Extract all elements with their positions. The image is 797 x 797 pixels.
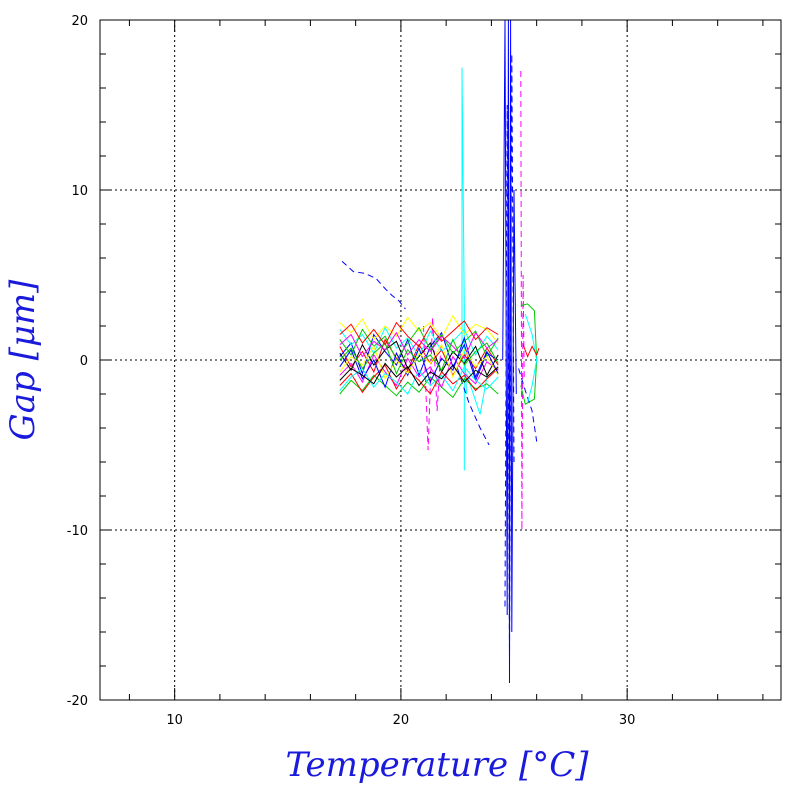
series-line xyxy=(504,53,515,658)
series-line xyxy=(339,336,499,389)
y-tick-label: 0 xyxy=(80,354,88,369)
series-line xyxy=(339,331,499,382)
x-axis-title: Temperature [°C] xyxy=(285,745,589,785)
series-line xyxy=(339,365,499,395)
y-tick-label: 10 xyxy=(71,184,88,199)
y-tick-label: -20 xyxy=(67,694,88,709)
series-line xyxy=(339,331,499,360)
plot-area xyxy=(339,20,540,684)
series-line xyxy=(339,326,499,362)
series-line xyxy=(339,362,499,387)
x-tick-label: 20 xyxy=(393,713,410,728)
series-line xyxy=(339,338,499,375)
series-line xyxy=(339,314,499,344)
series-line xyxy=(520,70,525,531)
x-tick-label: 10 xyxy=(166,713,183,728)
y-axis-title: Gap [μm] xyxy=(3,279,43,441)
series-line xyxy=(341,261,406,310)
y-tick-label: -10 xyxy=(67,524,88,539)
series-line xyxy=(461,67,467,471)
tick-labels: 10 20 30 20 10 0 -10 -20 xyxy=(67,14,636,728)
series-line xyxy=(339,343,499,380)
series-line xyxy=(339,320,499,348)
series-line xyxy=(339,364,499,395)
series-line xyxy=(457,368,490,446)
series-line xyxy=(423,317,443,451)
x-tick-label: 30 xyxy=(619,713,636,728)
series-line xyxy=(524,313,538,403)
y-tick-label: 20 xyxy=(71,14,88,29)
series-line xyxy=(522,344,540,358)
series-line xyxy=(466,373,488,415)
plot-frame xyxy=(99,19,782,701)
series-line xyxy=(518,368,538,442)
